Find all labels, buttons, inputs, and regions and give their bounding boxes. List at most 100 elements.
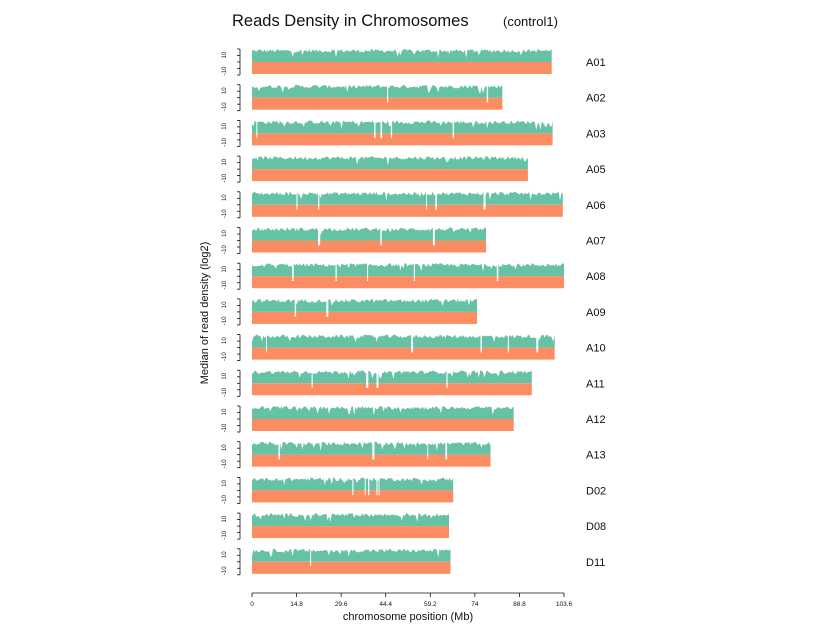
coverage-gap (380, 227, 382, 246)
coverage-gap (372, 441, 375, 460)
density-area-down (252, 526, 449, 539)
y-tick-label: 10 (222, 444, 228, 451)
density-area-up (252, 548, 451, 562)
x-tick-label: 29.6 (335, 601, 348, 608)
y-tick-label: 10 (222, 194, 228, 201)
chromosome-track-a11: 10 -10 A11 (222, 369, 605, 397)
coverage-gap (390, 120, 393, 139)
x-axis-label: chromosome position (Mb) (343, 611, 473, 623)
coverage-gap (446, 370, 448, 389)
y-tick-label: -10 (222, 173, 228, 182)
y-tick-label: 10 (222, 372, 228, 379)
coverage-gap (266, 334, 267, 353)
chromosome-track-a08: 10 -10 A08 (222, 262, 606, 290)
chromosome-label: A03 (586, 128, 606, 140)
chromosome-track-a12: 10 -10 A12 (222, 405, 606, 433)
y-tick-label: -10 (222, 566, 228, 575)
y-axis-label: Median of read density (log2) (199, 242, 211, 384)
coverage-gap (378, 477, 380, 496)
chromosome-track-a03: 10 -10 A03 (222, 120, 606, 147)
y-tick-label: 10 (222, 301, 228, 308)
density-area-up (252, 513, 449, 527)
coverage-gap (507, 334, 509, 353)
coverage-gap (318, 191, 320, 210)
x-tick-label: 103.6 (556, 601, 573, 608)
coverage-gap (426, 191, 427, 210)
coverage-gap (296, 191, 298, 210)
coverage-gap (376, 370, 379, 389)
density-area-up (252, 334, 555, 348)
x-tick-label: 14.8 (290, 601, 303, 608)
chromosome-label: A01 (586, 57, 606, 69)
chromosome-track-a01: 10 -10 A01 (222, 48, 606, 76)
x-tick-label: 74 (471, 601, 479, 608)
density-area-up (252, 370, 532, 384)
y-tick-label: 10 (222, 515, 228, 522)
density-area-up (252, 227, 486, 241)
density-area-up (252, 263, 564, 277)
coverage-gap (486, 84, 489, 103)
chromosome-tracks: 10 -10 A01 10 -10 A02 10 -10 A03 10 -10 A05 10 -10 A06… (222, 48, 606, 576)
density-area-up (252, 156, 528, 170)
y-tick-label: -10 (222, 316, 228, 325)
x-tick-label: 44.4 (379, 601, 392, 608)
y-tick-label: -10 (222, 494, 228, 503)
coverage-gap (432, 227, 435, 246)
chromosome-track-a13: 10 -10 A13 (222, 441, 606, 469)
chromosome-track-a02: 10 -10 A02 (222, 84, 606, 112)
y-tick-label: 10 (222, 51, 228, 58)
y-tick-label: 10 (222, 87, 228, 94)
y-tick-label: -10 (222, 245, 228, 254)
density-area-down (252, 383, 532, 396)
y-tick-label: -10 (222, 352, 228, 361)
coverage-gap (364, 477, 366, 496)
chart-subtitle: (control1) (503, 14, 558, 29)
coverage-gap (310, 548, 312, 567)
coverage-gap (335, 263, 337, 281)
coverage-gap (352, 477, 354, 496)
coverage-gap (318, 227, 321, 246)
y-tick-label: -10 (222, 530, 228, 539)
chromosome-label: A07 (586, 236, 606, 248)
y-tick-label: -10 (222, 66, 228, 75)
density-area-down (252, 62, 552, 74)
density-area-up (252, 49, 552, 62)
y-tick-label: -10 (222, 387, 228, 396)
chromosome-track-a06: 10 -10 A06 (222, 191, 606, 219)
chromosome-track-a09: 10 -10 A09 (222, 298, 606, 326)
coverage-gap (376, 477, 378, 496)
coverage-gap (278, 441, 280, 460)
y-tick-label: 10 (222, 479, 228, 486)
chromosome-label: A12 (586, 414, 606, 426)
y-tick-label: -10 (222, 209, 228, 218)
chromosome-track-a10: 10 -10 A10 (222, 334, 606, 362)
density-area-down (252, 490, 454, 503)
density-area-up (252, 406, 514, 419)
chromosome-label: D02 (586, 485, 606, 497)
coverage-gap (256, 120, 258, 139)
y-tick-label: 10 (222, 408, 228, 415)
density-area-down (252, 240, 486, 253)
density-area-down (252, 311, 477, 324)
x-tick-label: 59.2 (424, 601, 437, 608)
chromosome-track-d11: 10 -10 D11 (222, 548, 605, 576)
coverage-gap (483, 191, 486, 210)
y-tick-label: -10 (222, 137, 228, 146)
chromosome-label: D11 (586, 557, 605, 569)
x-tick-label: 88.8 (513, 601, 526, 608)
density-area-up (252, 84, 503, 98)
coverage-gap (452, 120, 455, 139)
y-tick-label: -10 (222, 280, 228, 289)
density-area-down (252, 561, 451, 574)
coverage-gap (292, 263, 294, 281)
density-area-down (252, 454, 491, 467)
chromosome-track-a07: 10 -10 A07 (222, 227, 606, 254)
chromosome-label: A13 (586, 450, 606, 462)
y-tick-label: 10 (222, 265, 228, 272)
coverage-gap (480, 334, 482, 353)
coverage-gap (326, 298, 329, 317)
coverage-gap (368, 477, 370, 496)
y-tick-label: 10 (222, 122, 228, 129)
chromosome-label: A06 (586, 200, 606, 212)
coverage-gap (380, 120, 383, 139)
